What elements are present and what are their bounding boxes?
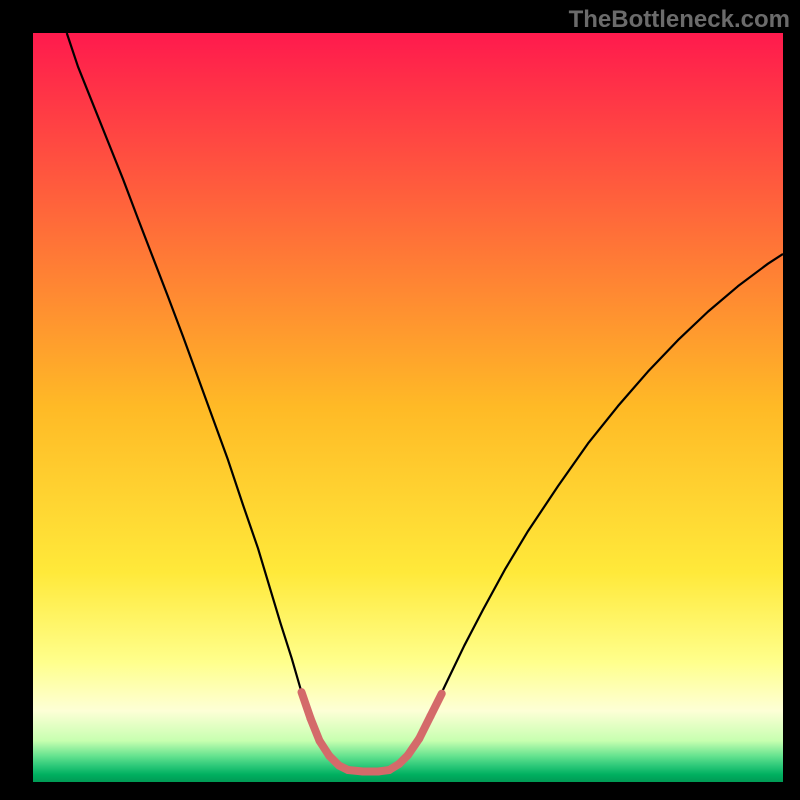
- plot-area: [33, 33, 783, 782]
- chart-frame: TheBottleneck.com: [0, 0, 800, 800]
- watermark-text: TheBottleneck.com: [569, 6, 790, 34]
